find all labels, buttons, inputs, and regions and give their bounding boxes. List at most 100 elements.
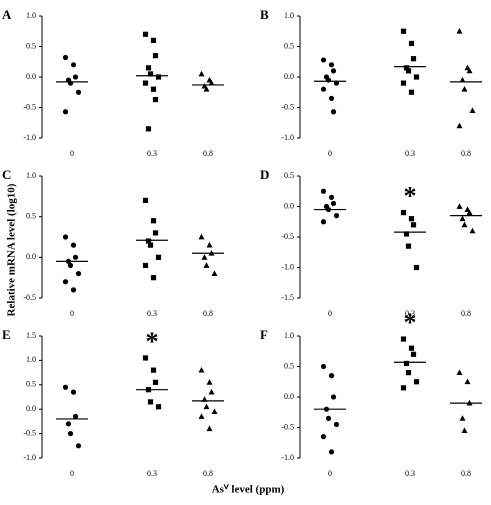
- dot: [461, 427, 468, 433]
- y-tick-label: 1.0: [26, 171, 36, 180]
- y-tick-label: 0.0: [26, 72, 36, 81]
- y-tick-label: 0.0: [284, 392, 294, 401]
- panel-letter: C: [2, 167, 11, 182]
- dot: [410, 351, 417, 357]
- dot: [320, 188, 327, 194]
- dot: [400, 336, 407, 342]
- dot: [469, 227, 476, 234]
- significance: *: [404, 308, 417, 337]
- dot: [62, 234, 69, 240]
- dot: [62, 384, 69, 390]
- y-tick-label: -1.0: [23, 453, 36, 462]
- dot: [405, 370, 412, 376]
- dot: [328, 373, 335, 379]
- x-axis-label: Asⱽ level (ppm): [212, 484, 285, 496]
- dot: [320, 434, 327, 440]
- dot: [403, 360, 410, 367]
- y-tick-label: 1.0: [284, 331, 294, 340]
- dot: [150, 275, 157, 281]
- dot: [142, 262, 149, 269]
- y-tick-label: 0.0: [284, 201, 294, 210]
- dot: [405, 68, 412, 74]
- dot: [211, 270, 218, 276]
- dot: [403, 231, 410, 237]
- dot: [152, 379, 159, 385]
- dot: [400, 28, 407, 34]
- dot: [333, 213, 340, 219]
- panel-letter: A: [2, 7, 12, 22]
- dot: [408, 89, 415, 95]
- dot: [466, 209, 473, 215]
- dot: [62, 54, 69, 61]
- dot: [150, 218, 157, 224]
- dot: [206, 425, 213, 432]
- dot: [150, 86, 157, 92]
- dot: [461, 86, 468, 92]
- dot: [206, 241, 213, 248]
- x-tick-label: 0: [70, 149, 74, 158]
- dot: [459, 415, 466, 421]
- dot: [325, 77, 332, 83]
- dot: [456, 122, 463, 129]
- dot: [330, 200, 337, 207]
- dot: [320, 86, 327, 92]
- dot: [413, 264, 420, 271]
- dot: [211, 408, 218, 415]
- dot: [333, 421, 340, 428]
- dot: [70, 389, 77, 395]
- y-tick-label: 0.5: [284, 41, 294, 50]
- x-tick-label: 0.8: [461, 469, 471, 478]
- y-tick-label: 1.0: [284, 11, 294, 20]
- y-tick-label: -1.0: [281, 262, 294, 271]
- significance: *: [404, 182, 417, 211]
- dot: [413, 379, 420, 385]
- x-tick-label: 0.8: [203, 149, 213, 158]
- dot: [464, 378, 471, 385]
- dot: [67, 262, 74, 269]
- y-tick-label: 0.0: [284, 72, 294, 81]
- panel-letter: D: [260, 167, 269, 182]
- dot: [328, 449, 335, 455]
- dot: [208, 388, 215, 395]
- dot: [461, 221, 468, 228]
- dot: [70, 242, 77, 248]
- y-tick-label: 0.5: [284, 361, 294, 370]
- dot: [400, 80, 407, 86]
- dot: [408, 40, 415, 47]
- dot: [145, 126, 152, 132]
- dot: [201, 254, 208, 260]
- dot: [400, 385, 407, 391]
- dot: [142, 80, 149, 86]
- dot: [145, 65, 152, 71]
- dot: [330, 109, 337, 115]
- dot: [456, 28, 463, 34]
- y-tick-label: 1.5: [26, 331, 36, 340]
- dot: [75, 89, 82, 95]
- dot: [400, 210, 407, 216]
- dot: [456, 203, 463, 209]
- dot: [70, 62, 77, 68]
- dot: [62, 109, 69, 115]
- dot: [328, 194, 335, 200]
- dot: [325, 415, 332, 421]
- dot: [198, 366, 205, 373]
- dot: [155, 74, 162, 80]
- x-tick-label: 0.3: [405, 149, 415, 158]
- dot: [198, 413, 205, 419]
- y-tick-label: 0.5: [26, 211, 36, 220]
- x-tick-label: 0: [328, 309, 332, 318]
- dot: [150, 367, 157, 373]
- x-tick-label: 0.3: [405, 469, 415, 478]
- dot: [466, 67, 473, 74]
- dot: [72, 254, 79, 260]
- dot: [67, 431, 74, 437]
- dot: [70, 287, 77, 293]
- dot: [75, 271, 82, 277]
- dot: [147, 71, 154, 77]
- dot: [142, 197, 149, 203]
- dot: [410, 222, 417, 228]
- dot: [72, 74, 79, 80]
- x-tick-label: 0.8: [461, 149, 471, 158]
- x-tick-label: 0.8: [203, 469, 213, 478]
